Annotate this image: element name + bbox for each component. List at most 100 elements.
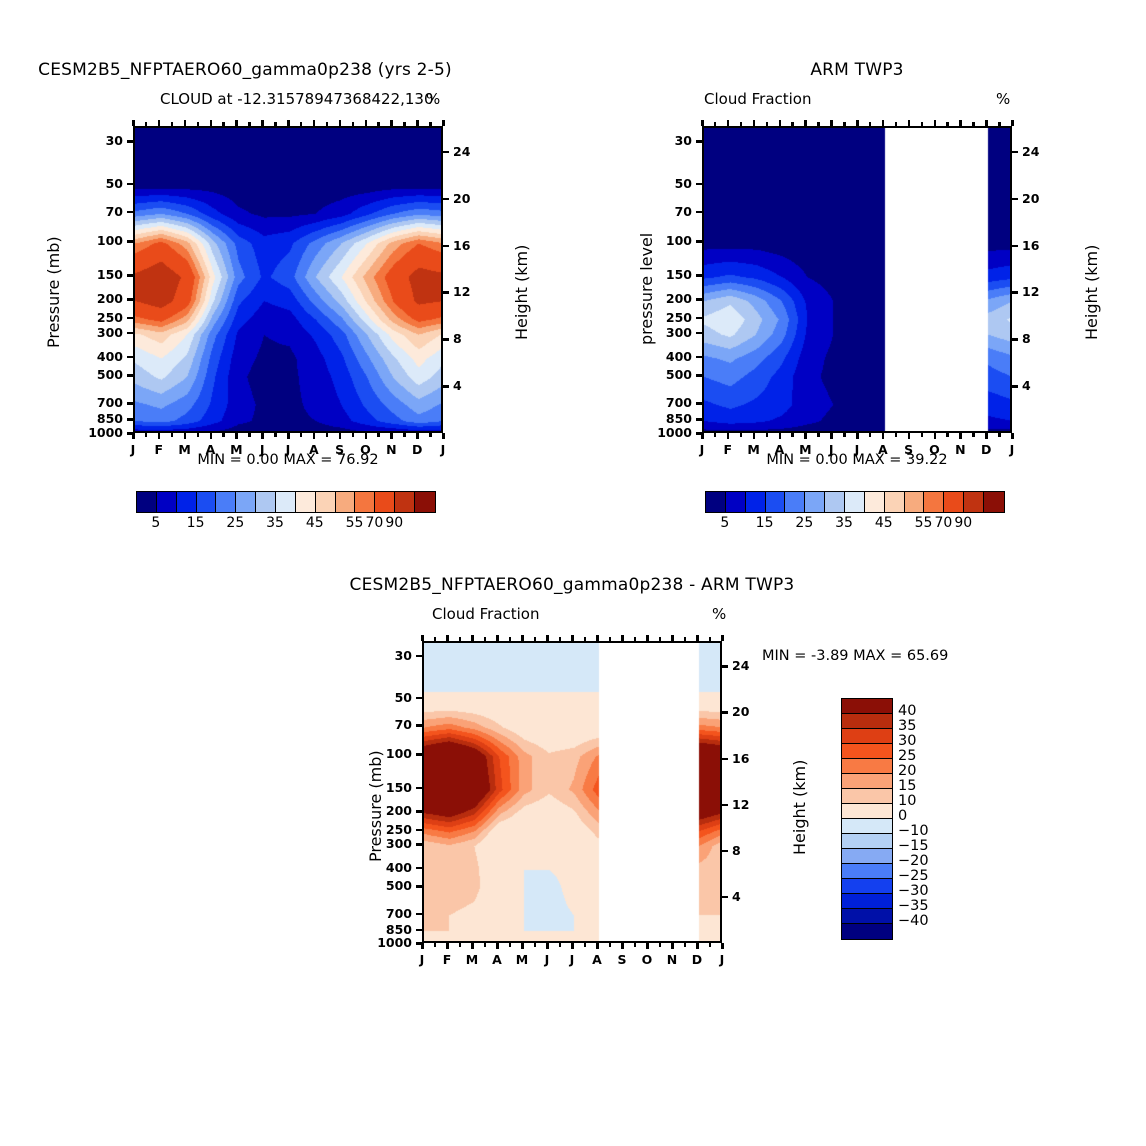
- colorbar-tick-label: 15: [755, 515, 774, 531]
- month-minor-tick-bottom: [713, 433, 717, 437]
- model-colorbar[interactable]: [136, 491, 436, 513]
- height-tick-label: 20: [1022, 190, 1040, 206]
- month-tick-bottom: [933, 433, 936, 439]
- colorbar-cell: [944, 492, 965, 512]
- pressure-tick-label: 500: [96, 367, 123, 383]
- month-minor-tick-bottom: [683, 943, 686, 947]
- month-tick-bottom: [778, 433, 781, 439]
- month-tick-bottom: [596, 943, 599, 949]
- colorbar-cell: [315, 492, 336, 512]
- colorbar-cell: [842, 879, 892, 894]
- height-tick: [722, 849, 728, 853]
- month-tick-bottom: [390, 433, 393, 439]
- colorbar-cell: [884, 492, 905, 512]
- height-tick: [722, 895, 728, 899]
- height-tick-label: 8: [453, 331, 462, 347]
- colorbar-tick-label: 45: [874, 515, 893, 531]
- colorbar-cell: [842, 729, 892, 744]
- colorbar-cell: [842, 789, 892, 804]
- month-label: J: [419, 952, 425, 967]
- height-tick-label: 4: [453, 378, 462, 394]
- height-tick-label: 16: [453, 237, 471, 253]
- diff-panel-title: CESM2B5_NFPTAERO60_gamma0p238 - ARM TWP3: [349, 575, 795, 595]
- month-tick-bottom: [752, 433, 756, 439]
- height-tick: [722, 665, 728, 668]
- pressure-tick-label: 400: [96, 348, 123, 364]
- colorbar-tick-label: 5: [151, 515, 161, 531]
- month-label: A: [492, 952, 502, 967]
- colorbar-cell: [842, 909, 892, 924]
- colorbar-tick-label: 25: [795, 515, 814, 531]
- diff-plot-area[interactable]: [422, 641, 722, 943]
- colorbar-tick-label: 70: [365, 515, 384, 531]
- colorbar-cell: [805, 492, 826, 512]
- model-plot-area[interactable]: [133, 126, 443, 433]
- month-label: M: [515, 952, 529, 967]
- month-minor-tick-bottom: [658, 943, 661, 947]
- month-minor-tick-bottom: [972, 433, 975, 437]
- month-tick-bottom: [1011, 433, 1014, 439]
- obs-panel-subtitle-left: Cloud Fraction: [704, 90, 812, 108]
- colorbar-cell: [295, 492, 316, 512]
- model-panel-subtitle-left: CLOUD at -12.31578947368422,130: [160, 90, 434, 108]
- month-minor-tick-bottom: [533, 943, 536, 947]
- colorbar-tick-label: −20: [898, 853, 929, 869]
- height-tick: [443, 197, 449, 201]
- month-tick-bottom: [446, 943, 449, 949]
- colorbar-tick-label: −40: [898, 913, 929, 929]
- model-minmax-label: MIN = 0.00 MAX = 76.92: [197, 452, 379, 468]
- height-tick: [443, 291, 449, 294]
- month-minor-tick-bottom: [274, 433, 277, 437]
- month-minor-tick-bottom: [946, 433, 949, 437]
- month-tick-bottom: [907, 433, 911, 439]
- pressure-tick-label: 500: [385, 878, 412, 894]
- obs-plot-area[interactable]: [702, 126, 1012, 433]
- pressure-tick-label: 30: [394, 647, 412, 663]
- month-tick-bottom: [804, 433, 807, 439]
- colorbar-cell: [745, 492, 766, 512]
- obs-ylabel-height: Height (km): [1082, 244, 1101, 340]
- pressure-tick-label: 100: [385, 746, 412, 762]
- diff-contour-canvas: [424, 643, 720, 941]
- month-minor-tick-bottom: [377, 433, 380, 437]
- colorbar-cell: [137, 492, 157, 512]
- month-minor-tick-bottom: [325, 433, 329, 437]
- obs-colorbar[interactable]: [705, 491, 1005, 513]
- height-tick: [443, 385, 449, 388]
- diff-ylabel-height: Height (km): [790, 759, 809, 855]
- height-tick-label: 16: [732, 750, 750, 766]
- month-tick-bottom: [421, 943, 424, 949]
- month-label: J: [544, 952, 550, 967]
- colorbar-tick-label: −15: [898, 838, 929, 854]
- month-tick-bottom: [235, 433, 238, 439]
- height-tick-label: 8: [732, 842, 741, 858]
- colorbar-cell: [842, 819, 892, 834]
- month-tick-bottom: [521, 943, 524, 949]
- height-tick: [1012, 244, 1018, 248]
- colorbar-cell: [842, 894, 892, 909]
- height-tick-label: 12: [1022, 284, 1040, 300]
- colorbar-cell: [335, 492, 356, 512]
- colorbar-tick-label: 45: [305, 515, 324, 531]
- colorbar-cell: [415, 492, 435, 512]
- month-minor-tick-bottom: [403, 433, 406, 437]
- colorbar-cell: [825, 492, 846, 512]
- colorbar-cell: [842, 714, 892, 729]
- obs-contour-canvas: [704, 128, 1010, 431]
- pressure-tick-label: 300: [385, 836, 412, 852]
- pressure-tick-label: 1000: [88, 425, 123, 440]
- diff-colorbar[interactable]: [841, 698, 893, 940]
- colorbar-cell: [395, 492, 416, 512]
- month-tick-bottom: [287, 433, 290, 439]
- height-tick-label: 12: [453, 284, 471, 300]
- month-tick-bottom: [157, 433, 161, 439]
- colorbar-tick-label: 40: [898, 703, 917, 719]
- colorbar-cell: [156, 492, 177, 512]
- month-minor-tick-bottom: [765, 433, 769, 437]
- month-tick-bottom: [701, 433, 704, 439]
- month-label: J: [719, 952, 725, 967]
- colorbar-tick-label: 90: [385, 515, 404, 531]
- colorbar-cell: [842, 744, 892, 759]
- month-minor-tick-bottom: [739, 433, 743, 437]
- month-tick-bottom: [671, 943, 674, 949]
